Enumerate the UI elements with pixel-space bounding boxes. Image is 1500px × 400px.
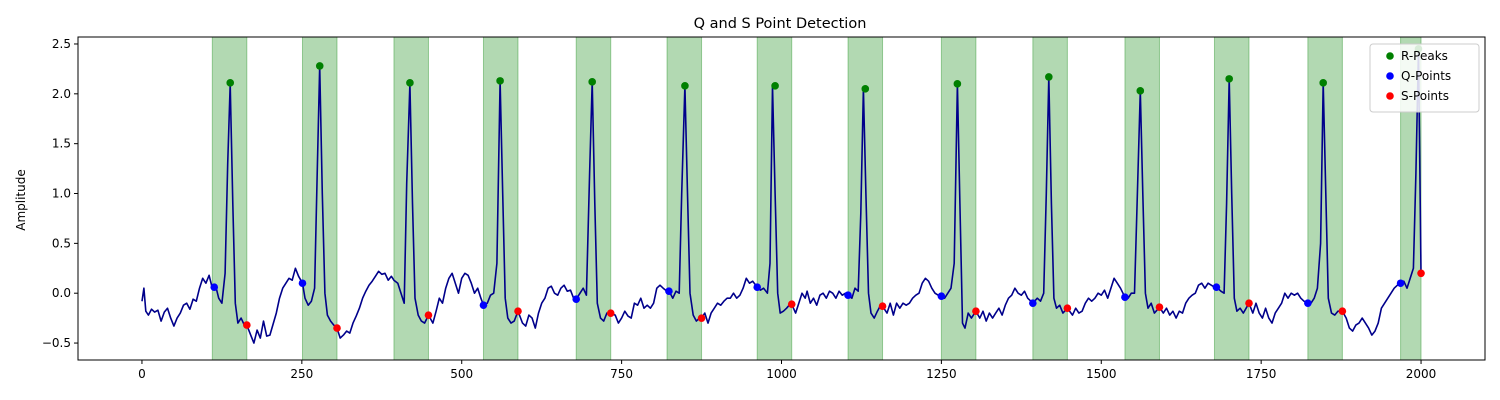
s-point-marker xyxy=(333,324,341,332)
y-tick-label: 1.5 xyxy=(52,137,71,151)
x-tick-label: 1750 xyxy=(1246,367,1277,381)
s-point-marker xyxy=(878,302,887,310)
qrs-region xyxy=(393,36,429,361)
r-peak-marker xyxy=(953,80,962,88)
r-peak-marker xyxy=(315,62,324,70)
q-point-marker xyxy=(665,287,673,296)
r-peak-marker xyxy=(496,77,504,85)
q-point-marker xyxy=(1121,293,1129,301)
r-peak-marker xyxy=(1136,87,1145,95)
q-point-marker xyxy=(298,279,307,288)
detected-points xyxy=(210,45,1425,332)
q-point-marker xyxy=(937,292,946,300)
s-point-marker xyxy=(1417,269,1425,278)
q-point-marker xyxy=(1304,299,1312,307)
q-point-marker xyxy=(844,291,852,300)
y-axis-label: Amplitude xyxy=(14,169,28,231)
x-tick-label: 2000 xyxy=(1406,367,1437,381)
qrs-region xyxy=(940,36,977,361)
q-point-marker xyxy=(572,295,581,303)
q-point-marker xyxy=(1396,279,1405,288)
x-tick-label: 1500 xyxy=(1086,367,1117,381)
legend: R-Peaks Q-Points S-Points xyxy=(1369,43,1480,113)
s-point-marker xyxy=(606,309,615,317)
qrs-regions xyxy=(211,36,1422,361)
r-peak-marker xyxy=(771,82,779,90)
chart-title: Q and S Point Detection xyxy=(694,16,867,32)
qrs-region xyxy=(575,36,612,361)
q-point-marker xyxy=(753,283,761,292)
q-point-marker xyxy=(1212,283,1221,292)
legend-box xyxy=(1369,43,1480,113)
r-peak-marker xyxy=(588,78,596,86)
y-tick-label: 2.0 xyxy=(52,87,71,101)
s-point-marker xyxy=(787,300,796,308)
axes: 0 250 500 750 1000 1250 1500 1750 2000 −0.5 0.0 0.5… xyxy=(42,36,1486,381)
y-tick-label: −0.5 xyxy=(42,336,71,350)
q-point-marker xyxy=(210,283,219,292)
s-point-marker xyxy=(1063,304,1072,312)
s-point-marker xyxy=(1245,299,1253,307)
r-peak-marker xyxy=(226,79,235,87)
x-tick-label: 0 xyxy=(138,367,146,381)
s-point-marker xyxy=(514,307,522,315)
s-point-marker xyxy=(697,314,706,322)
legend-marker xyxy=(1386,52,1394,60)
q-point-marker xyxy=(1029,299,1037,307)
s-point-marker xyxy=(1155,303,1164,311)
y-tick-label: 0.5 xyxy=(52,236,71,250)
q-point-marker xyxy=(479,301,488,309)
r-peak-marker xyxy=(406,79,414,87)
s-point-marker xyxy=(972,307,980,315)
x-tick-label: 1000 xyxy=(766,367,797,381)
x-tick-label: 500 xyxy=(450,367,473,381)
r-peak-marker xyxy=(1319,79,1327,87)
y-tick-label: 0.0 xyxy=(52,286,71,300)
x-tick-label: 250 xyxy=(290,367,313,381)
r-peak-marker xyxy=(1225,75,1233,83)
legend-label: Q-Points xyxy=(1401,69,1451,83)
legend-label: S-Points xyxy=(1401,89,1449,103)
r-peak-marker xyxy=(1045,73,1053,81)
ecg-signal-line xyxy=(141,48,1422,344)
legend-label: R-Peaks xyxy=(1401,49,1448,63)
s-point-marker xyxy=(243,321,251,329)
y-tick-label: 2.5 xyxy=(52,37,71,51)
r-peak-marker xyxy=(861,85,870,93)
ecg-signal xyxy=(141,48,1422,344)
legend-marker xyxy=(1386,72,1394,80)
legend-marker xyxy=(1386,92,1394,100)
r-peak-marker xyxy=(681,82,689,90)
y-tick-label: 1.0 xyxy=(52,187,71,201)
s-point-marker xyxy=(1338,307,1347,315)
x-tick-label: 1250 xyxy=(926,367,957,381)
qrs-region xyxy=(1307,36,1343,361)
s-point-marker xyxy=(424,311,433,319)
x-tick-label: 750 xyxy=(610,367,633,381)
